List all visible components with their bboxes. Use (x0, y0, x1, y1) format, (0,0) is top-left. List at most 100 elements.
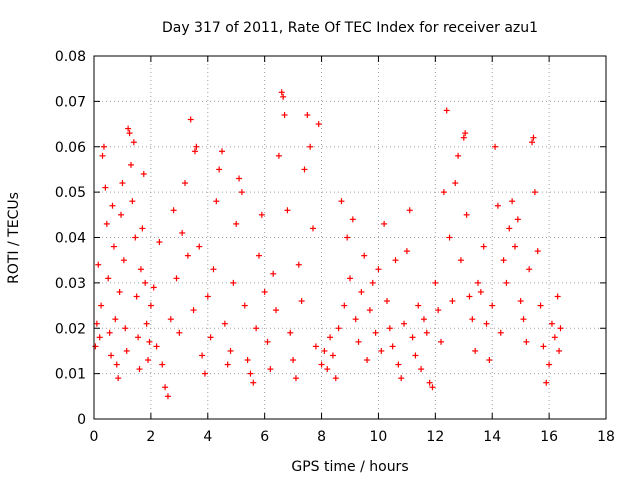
y-axis-label: ROTI / TECUs (6, 192, 22, 284)
data-point (176, 329, 183, 336)
data-point (318, 361, 325, 368)
data-point (415, 302, 422, 309)
data-point (122, 325, 129, 332)
data-point (146, 338, 153, 345)
data-point (295, 261, 302, 268)
data-point (438, 338, 445, 345)
data-point (389, 343, 396, 350)
y-tick-label: 0.08 (55, 49, 86, 65)
data-point (187, 116, 194, 123)
data-point (556, 347, 563, 354)
data-point (244, 357, 251, 364)
data-point (537, 302, 544, 309)
data-point (358, 288, 365, 295)
data-point (529, 139, 536, 146)
data-point (100, 143, 107, 150)
data-point (281, 111, 288, 118)
data-point (253, 325, 260, 332)
data-point (284, 207, 291, 214)
x-tick-label: 10 (370, 429, 388, 445)
data-point (139, 225, 146, 232)
data-point (551, 334, 558, 341)
data-point (530, 134, 537, 141)
data-point (118, 211, 125, 218)
data-point (386, 325, 393, 332)
data-point (315, 121, 322, 128)
data-point (142, 279, 149, 286)
x-tick-labels: 0 2 4 6 8 10 12 14 16 18 (90, 429, 615, 445)
data-point (381, 220, 388, 227)
data-point (116, 288, 123, 295)
data-point (227, 347, 234, 354)
data-point (440, 189, 447, 196)
data-point (113, 361, 120, 368)
data-point (106, 329, 113, 336)
data-point (395, 361, 402, 368)
data-point (369, 279, 376, 286)
data-point (523, 338, 530, 345)
y-tick-label: 0.03 (55, 276, 86, 292)
data-point (201, 370, 208, 377)
data-point (446, 234, 453, 241)
data-point (398, 375, 405, 382)
data-point (406, 207, 413, 214)
data-point (135, 334, 142, 341)
data-point (361, 252, 368, 259)
y-tick-label: 0.01 (55, 367, 86, 383)
x-tick-label: 6 (260, 429, 269, 445)
data-point (221, 320, 228, 327)
data-point (452, 180, 459, 187)
data-point (548, 320, 555, 327)
data-point (224, 361, 231, 368)
y-tick-label: 0.07 (55, 94, 86, 110)
data-point (193, 143, 200, 150)
data-point (511, 243, 518, 250)
data-point (378, 347, 385, 354)
data-point (338, 198, 345, 205)
data-points (92, 89, 564, 400)
data-point (120, 257, 127, 264)
data-point (480, 243, 487, 250)
data-point (429, 384, 436, 391)
data-point (125, 125, 132, 132)
data-point (236, 175, 243, 182)
chart-title: Day 317 of 2011, Rate Of TEC Index for r… (162, 20, 538, 36)
data-point (147, 302, 154, 309)
data-point (531, 189, 538, 196)
data-point (153, 343, 160, 350)
data-point (162, 384, 169, 391)
y-tick-label: 0.05 (55, 185, 86, 201)
data-point (137, 266, 144, 273)
data-point (554, 293, 561, 300)
data-point (119, 180, 126, 187)
data-point (514, 216, 521, 223)
data-point (96, 334, 103, 341)
data-point (156, 239, 163, 246)
data-point (112, 316, 119, 323)
y-tick-label: 0 (77, 412, 86, 428)
data-point (273, 307, 280, 314)
data-point (312, 343, 319, 350)
data-point (126, 130, 133, 137)
data-point (196, 243, 203, 250)
data-point (423, 329, 430, 336)
data-point (258, 211, 265, 218)
data-point (213, 198, 220, 205)
data-point (392, 257, 399, 264)
data-point (204, 293, 211, 300)
data-point (472, 347, 479, 354)
data-point (95, 261, 102, 268)
data-point (190, 307, 197, 314)
data-point (366, 307, 373, 314)
data-point (207, 334, 214, 341)
data-point (310, 225, 317, 232)
data-point (219, 148, 225, 155)
data-point (546, 361, 553, 368)
data-point (466, 293, 473, 300)
data-point (432, 279, 439, 286)
data-point (352, 316, 359, 323)
x-tick-label: 0 (90, 429, 99, 445)
data-point (140, 170, 147, 177)
data-point (199, 352, 206, 359)
